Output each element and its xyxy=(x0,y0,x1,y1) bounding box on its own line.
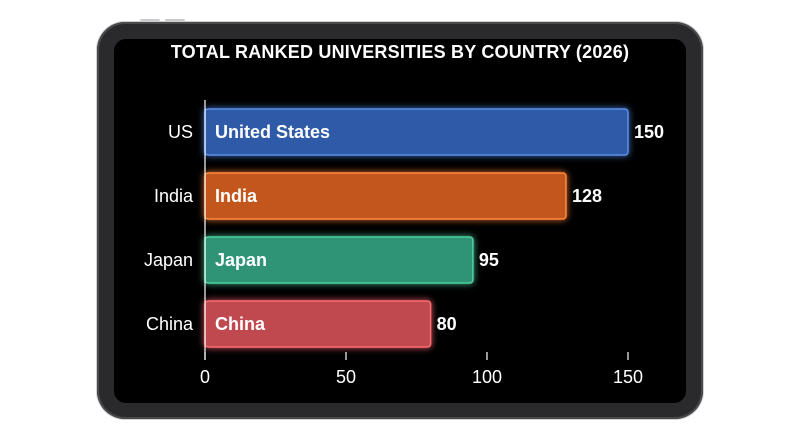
value-label-china: 80 xyxy=(437,314,457,334)
chart-title: TOTAL RANKED UNIVERSITIES BY COUNTRY (20… xyxy=(170,42,630,62)
x-tick-label-0: 0 xyxy=(200,367,210,387)
category-label-us: US xyxy=(168,122,193,142)
device-top-button-2 xyxy=(165,19,185,23)
value-label-japan: 95 xyxy=(479,250,499,270)
x-tick-label-50: 50 xyxy=(336,367,356,387)
x-tick-label-100: 100 xyxy=(472,367,502,387)
bar-label-india: India xyxy=(215,186,258,206)
bar-label-china: China xyxy=(215,314,266,334)
bar-label-us: United States xyxy=(215,122,330,142)
value-label-us: 150 xyxy=(634,122,664,142)
bar-label-japan: Japan xyxy=(215,250,267,270)
device-top-button-1 xyxy=(140,19,160,23)
category-label-india: India xyxy=(154,186,194,206)
bar-india xyxy=(204,172,567,220)
category-label-china: China xyxy=(146,314,194,334)
x-tick-label-150: 150 xyxy=(613,367,643,387)
value-label-india: 128 xyxy=(572,186,602,206)
category-label-japan: Japan xyxy=(144,250,193,270)
